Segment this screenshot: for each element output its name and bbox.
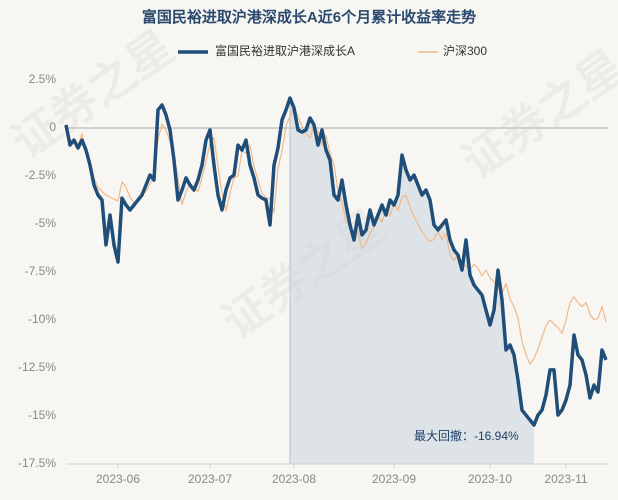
y-tick-label: -15% [28, 408, 56, 422]
series-line [64, 96, 608, 427]
x-tick-label: 2023-10 [468, 472, 512, 486]
chart-title: 富国民裕进取沪港深成长A近6个月累计收益率走势 [142, 8, 476, 26]
x-tick-label: 2023-11 [544, 472, 587, 486]
legend-label: 富国民裕进取沪港深成长A [215, 43, 355, 58]
legend-label: 沪深300 [443, 44, 487, 58]
x-tick-label: 2023-09 [372, 472, 416, 486]
y-tick-label: -10% [28, 312, 56, 326]
x-tick-label: 2023-06 [96, 472, 140, 486]
x-tick-label: 2023-08 [272, 472, 316, 486]
y-tick-label: 2.5% [29, 72, 57, 86]
y-tick-label: -2.5% [25, 168, 57, 182]
drawdown-area [290, 98, 534, 464]
y-tick-label: -17.5% [18, 456, 56, 470]
y-tick-label: -12.5% [18, 360, 56, 374]
y-tick-label: 0 [49, 120, 56, 134]
y-tick-label: -5% [35, 216, 57, 230]
y-tick-label: -7.5% [25, 264, 57, 278]
drawdown-annotation: 最大回撤：-16.94% [414, 428, 519, 443]
x-tick-label: 2023-07 [188, 472, 232, 486]
